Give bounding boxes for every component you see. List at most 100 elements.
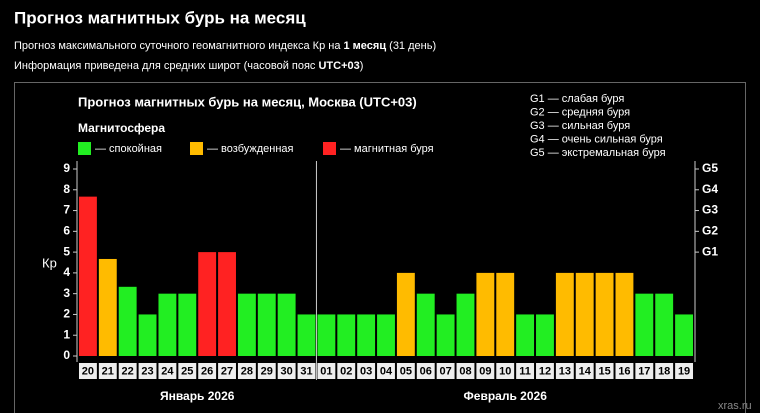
x-tick-box [536,363,554,379]
x-tick-box [655,363,674,379]
month-label: Январь 2026 [160,389,235,403]
bar [297,314,316,356]
y-tick-label: 2 [63,307,70,321]
x-tick-label: 27 [221,365,233,377]
x-tick-label: 28 [241,365,253,377]
y-tick-label: 6 [63,224,70,238]
watermark: xras.ru [718,400,752,412]
bar [317,314,336,356]
legend-title: Магнитосфера [78,121,165,135]
x-tick-box [198,363,217,379]
y-tick-label: 7 [63,203,70,217]
month-label: Февраль 2026 [464,389,548,403]
x-tick-label: 26 [201,365,213,377]
bar [218,252,236,356]
x-tick-label: 10 [499,365,511,377]
x-tick-box [416,363,435,379]
x-tick-box [317,363,336,379]
bar [138,314,157,356]
y-tick-label: 8 [63,182,70,196]
legend-label: — магнитная буря [340,143,434,155]
bar [98,258,117,356]
x-tick-box [615,363,634,379]
x-tick-label: 21 [102,365,114,377]
x-tick-box [257,363,276,379]
y2-tick-label: G3 [702,203,718,217]
bar [257,293,276,356]
x-tick-box [118,363,137,379]
g-scale-entry: G2 — средняя буря [530,106,630,118]
x-tick-label: 31 [300,365,312,377]
x-tick-box [396,363,415,379]
x-tick-box [496,363,515,379]
x-tick-label: 02 [340,365,352,377]
bar [178,293,197,356]
x-tick-label: 14 [579,365,592,377]
x-tick-label: 09 [479,365,491,377]
x-tick-box [377,363,395,379]
bar [396,272,415,356]
bar [675,314,694,356]
bar [575,272,594,356]
x-tick-box [237,363,256,379]
g-scale-entry: G4 — очень сильная буря [530,133,663,145]
legend-swatch [78,142,91,155]
bar [78,196,97,356]
x-tick-label: 01 [320,365,332,377]
bar [158,293,177,356]
x-tick-box [575,363,594,379]
subtitle: Информация приведена для средних широт (… [14,60,363,72]
x-tick-label: 20 [82,365,94,377]
x-tick-label: 23 [141,365,153,377]
y-tick-label: 5 [63,244,70,258]
page-title: Прогноз магнитных бурь на месяц [14,8,306,27]
bar [456,293,475,356]
x-tick-box [337,363,356,379]
bar [615,272,634,356]
x-tick-box [218,363,236,379]
x-tick-label: 19 [678,365,690,377]
x-tick-box [98,363,117,379]
y-tick-label: 9 [63,161,70,175]
subtitle-part: (31 день) [386,40,436,52]
legend-swatch [323,142,336,155]
x-tick-box [178,363,197,379]
x-tick-label: 07 [439,365,451,377]
subtitle-part: Прогноз максимального суточного геомагни… [14,40,344,52]
bar [635,293,654,356]
y-tick-label: 4 [63,265,70,279]
x-tick-label: 22 [122,365,134,377]
x-tick-label: 30 [281,365,293,377]
x-tick-box [277,363,296,379]
x-tick-label: 18 [658,365,670,377]
y2-tick-label: G5 [702,161,718,175]
subtitle: Прогноз максимального суточного геомагни… [14,40,436,52]
bar [655,293,674,356]
x-tick-label: 25 [181,365,193,377]
bar [436,314,455,356]
bar [118,286,137,356]
y2-tick-label: G1 [702,244,718,258]
legend-label: — спокойная [95,143,162,155]
x-tick-box [675,363,694,379]
bar [337,314,356,356]
x-tick-label: 16 [618,365,630,377]
bar [377,314,395,356]
x-tick-box [357,363,376,379]
subtitle-part: Информация приведена для средних широт (… [14,60,318,72]
y-tick-label: 0 [63,348,70,362]
bar [476,272,495,356]
bar [416,293,435,356]
bar [496,272,515,356]
x-tick-label: 17 [638,365,650,377]
y-axis-label: Кр [42,255,57,270]
bar [237,293,256,356]
y2-tick-label: G2 [702,224,718,238]
y-tick-label: 3 [63,286,70,300]
bar [536,314,554,356]
x-tick-box [555,363,574,379]
x-tick-label: 03 [360,365,372,377]
g-scale-entry: G5 — экстремальная буря [530,147,666,159]
x-tick-box [476,363,495,379]
